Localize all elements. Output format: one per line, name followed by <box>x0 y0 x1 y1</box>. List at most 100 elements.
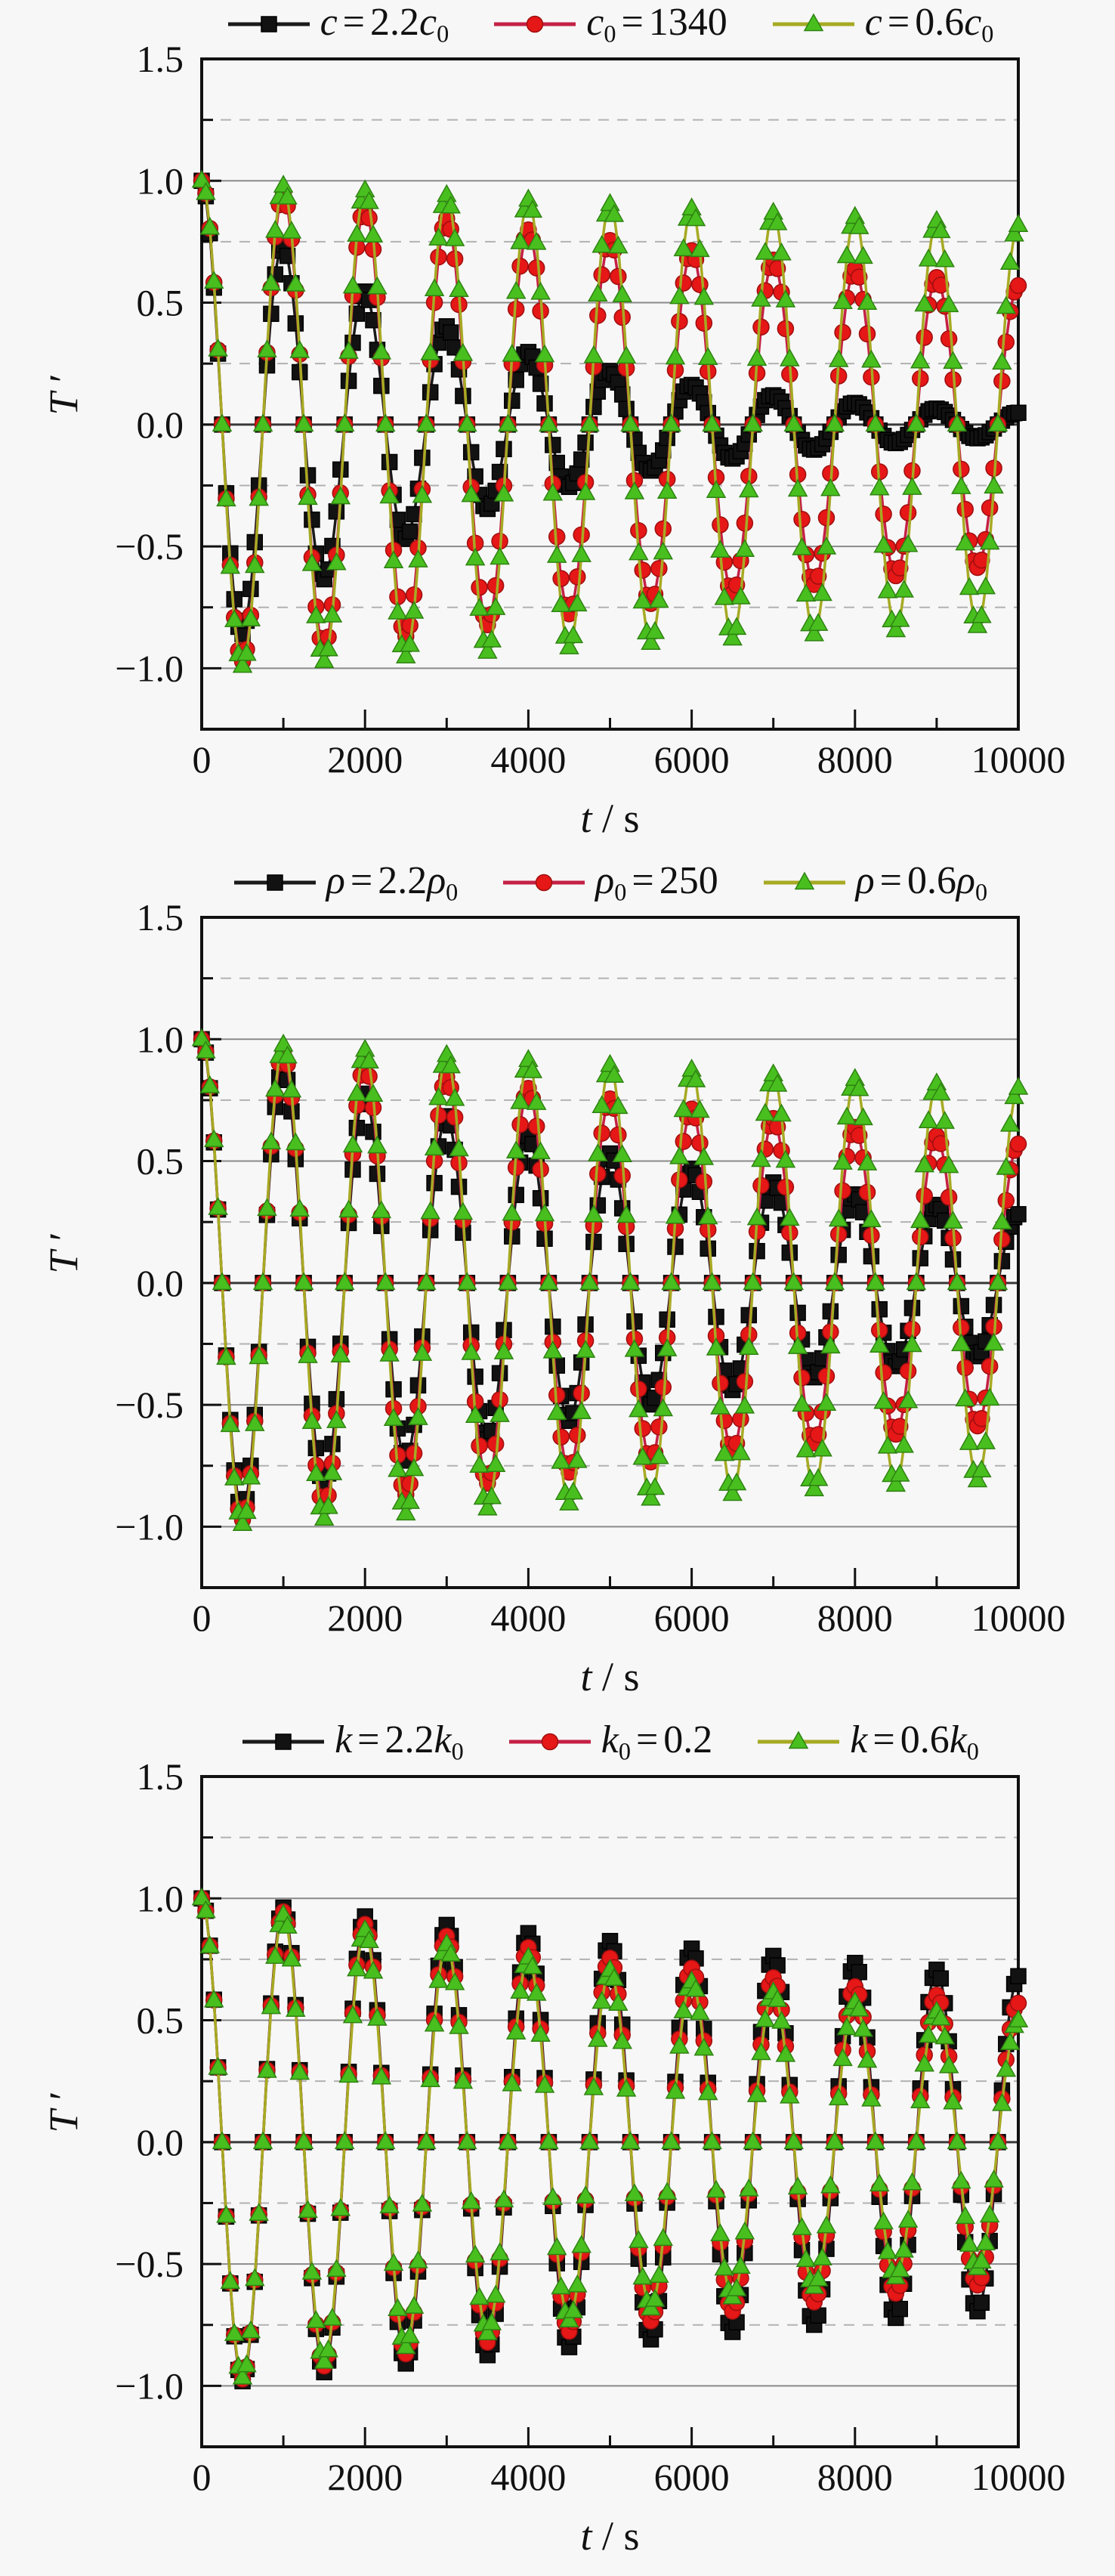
triangle-marker <box>730 586 751 605</box>
triangle-marker <box>322 1462 343 1480</box>
triangle-marker <box>588 283 608 302</box>
triangle-marker <box>395 645 416 663</box>
text-segment: 1340 <box>648 1 727 45</box>
square-marker <box>401 523 419 540</box>
triangle-marker <box>808 613 829 631</box>
square-marker <box>891 2300 909 2318</box>
triangle-marker <box>563 1481 584 1500</box>
triangle-marker <box>530 2024 551 2042</box>
square-marker <box>365 311 381 329</box>
triangle-marker <box>313 650 335 669</box>
triangle-marker <box>440 1944 461 1962</box>
triangle-marker <box>208 1197 228 1215</box>
triangle-marker <box>330 1344 351 1363</box>
square-marker <box>373 377 390 394</box>
triangle-marker <box>836 2017 857 2036</box>
triangle-marker <box>746 1207 768 1226</box>
x-tick-label: 0 <box>193 738 212 781</box>
square-marker <box>442 324 459 341</box>
circle-marker <box>858 1183 876 1201</box>
square-marker <box>267 874 283 891</box>
triangle-marker <box>232 654 253 673</box>
triangle-marker <box>591 234 612 253</box>
triangle-marker <box>816 536 837 555</box>
triangle-marker <box>452 1201 474 1220</box>
triangle-marker <box>424 2013 445 2032</box>
triangle-marker <box>485 2284 506 2303</box>
square-marker <box>1010 1968 1027 1985</box>
triangle-marker <box>934 1111 955 1129</box>
legend-item: ρ = 2.2ρ0 <box>233 858 458 907</box>
triangle-marker <box>265 219 286 238</box>
triangle-marker <box>938 1155 959 1174</box>
triangle-marker <box>477 2322 498 2341</box>
triangle-marker <box>388 2298 408 2316</box>
triangle-marker <box>996 2058 1017 2077</box>
triangle-marker <box>400 633 420 652</box>
triangle-marker <box>848 216 869 234</box>
triangle-marker <box>824 413 845 432</box>
triangle-marker <box>490 2242 510 2261</box>
triangle-marker <box>824 1272 845 1291</box>
x-tick-label: 4000 <box>490 1597 566 1639</box>
circle-marker <box>793 511 811 528</box>
triangle-marker <box>265 1946 286 1964</box>
circle-marker <box>777 1178 795 1196</box>
triangle-marker <box>600 193 620 212</box>
circle-marker <box>526 15 544 33</box>
triangle-marker <box>395 2336 416 2355</box>
square-marker <box>348 1119 366 1136</box>
triangle-marker <box>734 1395 755 1414</box>
circle-marker <box>752 318 770 336</box>
circle-marker <box>593 266 610 283</box>
triangle-marker <box>612 284 632 303</box>
triangle-marker <box>910 2090 931 2108</box>
triangle-marker <box>604 1065 625 1083</box>
triangle-marker <box>889 1463 910 1482</box>
legend-item: c0 = 1340 <box>493 0 727 48</box>
triangle-marker <box>481 2312 502 2330</box>
triangle-marker <box>498 1272 518 1291</box>
legend-key-circle-icon <box>508 1733 591 1751</box>
triangle-marker <box>257 339 277 357</box>
triangle-marker <box>780 1208 800 1226</box>
triangle-marker <box>746 2084 768 2102</box>
text-segment: 0.6 <box>915 1 965 45</box>
y-tick-labels: 1.5 1.0 0.5 0.0 −0.5 −1.0 <box>115 896 184 1548</box>
triangle-marker <box>196 1900 216 1919</box>
legend-key-circle-icon <box>494 15 576 33</box>
triangle-marker <box>902 2172 922 2191</box>
triangle-marker <box>551 2276 571 2295</box>
square-marker <box>422 384 439 400</box>
triangle-marker <box>408 549 428 567</box>
triangle-marker <box>787 2176 808 2195</box>
triangle-marker <box>629 1399 649 1418</box>
triangle-marker <box>955 2206 976 2225</box>
triangle-marker <box>286 1132 306 1151</box>
triangle-marker <box>641 1487 661 1506</box>
triangle-marker <box>632 590 653 609</box>
triangle-marker <box>673 238 694 257</box>
triangle-marker <box>812 2247 832 2266</box>
triangle-marker <box>967 1469 988 1488</box>
triangle-marker <box>440 1055 461 1074</box>
triangle-marker <box>987 2131 1008 2150</box>
triangle-marker <box>738 479 759 498</box>
triangle-marker <box>955 532 976 551</box>
legend-key-triangle-icon <box>758 1730 840 1749</box>
circle-marker <box>712 516 729 533</box>
triangle-marker <box>787 478 808 497</box>
triangle-marker <box>738 1337 759 1355</box>
triangle-marker <box>249 487 269 506</box>
triangle-marker <box>897 1390 919 1409</box>
triangle-marker <box>669 1146 690 1164</box>
triangle-marker <box>526 231 547 250</box>
text-segment: 250 <box>659 859 718 903</box>
triangle-marker <box>579 413 600 432</box>
triangle-marker <box>848 1998 869 2017</box>
triangle-marker <box>286 1999 306 2018</box>
square-marker <box>851 1963 867 1981</box>
y-tick-label: 1.0 <box>137 1877 184 1919</box>
triangle-marker <box>612 2030 632 2049</box>
triangle-marker <box>252 1272 273 1291</box>
